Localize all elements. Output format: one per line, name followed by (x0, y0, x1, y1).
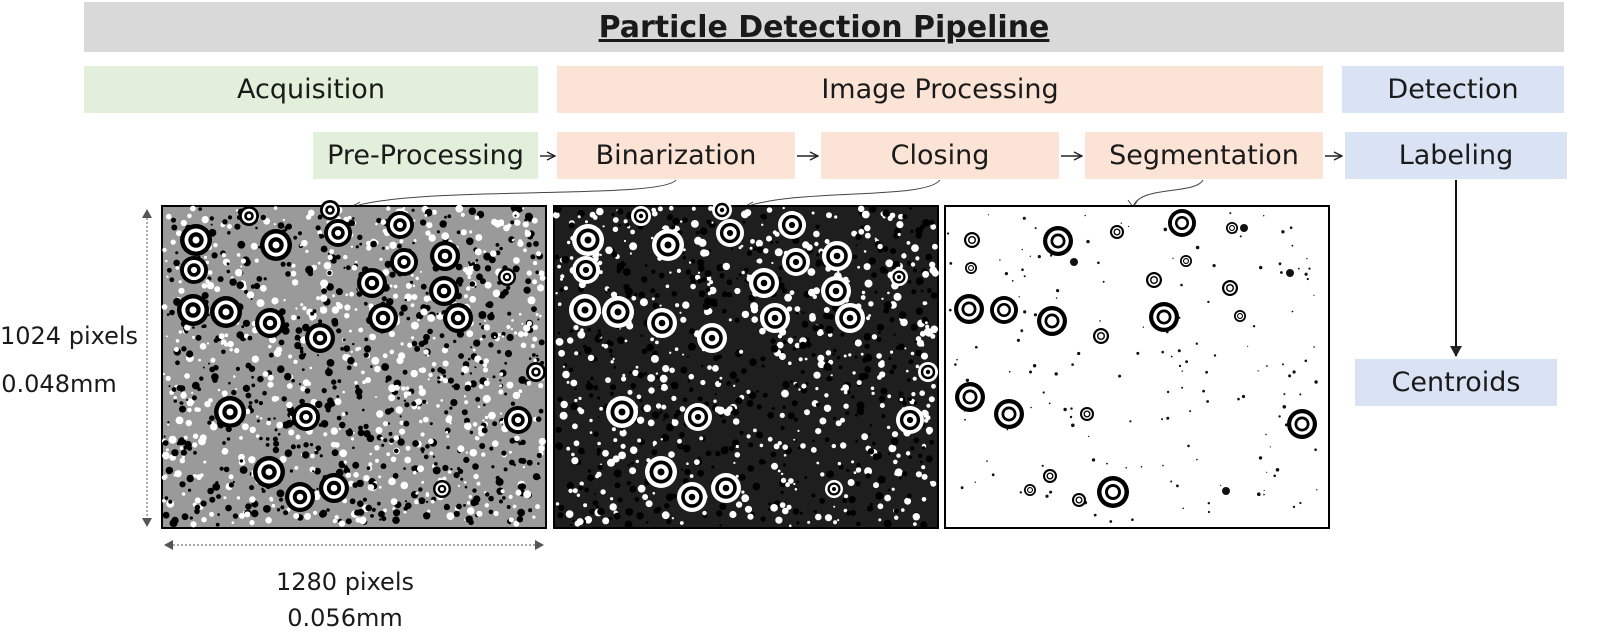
width-pixels-label: 1280 pixels (275, 568, 414, 596)
width-mm-label: 0.056mm (287, 604, 403, 632)
image-panel-segmented (944, 205, 1330, 529)
step-labeling: Labeling (1345, 132, 1567, 179)
step-pre-processing: Pre-Processing (313, 132, 538, 179)
connector-closing (744, 179, 941, 208)
step-binarization: Binarization (557, 132, 795, 179)
step-centroids: Centroids (1355, 359, 1557, 406)
connector-binarization (351, 179, 677, 208)
stage-detection: Detection (1342, 66, 1564, 113)
connector-segmentation (1132, 179, 1204, 208)
stage-image-processing: Image Processing (557, 66, 1323, 113)
stage-acquisition: Acquisition (84, 66, 538, 113)
image-panel-preprocessed (161, 200, 547, 529)
image-panel-binarized (552, 200, 939, 529)
diagram-title: Particle Detection Pipeline (84, 2, 1564, 52)
height-pixels-label: 1024 pixels (0, 322, 139, 350)
height-mm-label: 0.048mm (1, 370, 117, 398)
step-closing: Closing (821, 132, 1059, 179)
step-segmentation: Segmentation (1085, 132, 1323, 179)
